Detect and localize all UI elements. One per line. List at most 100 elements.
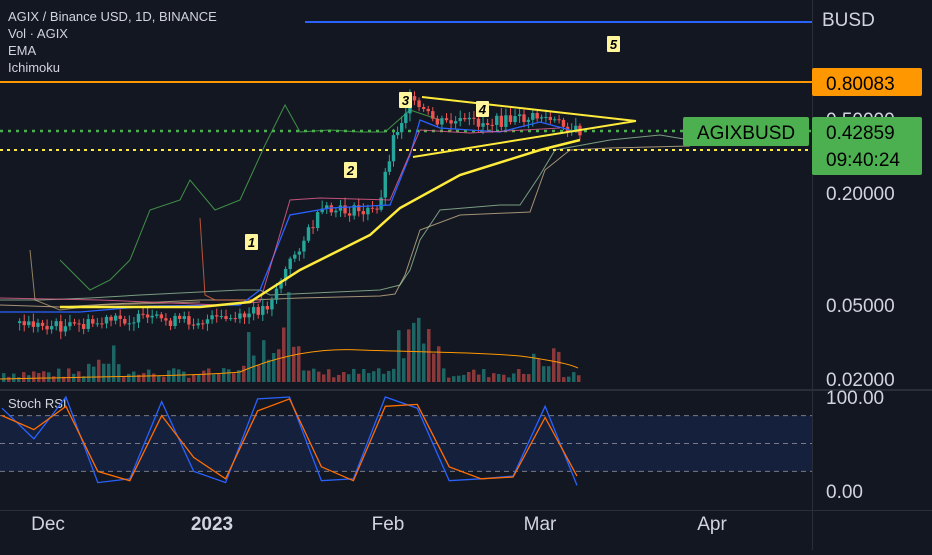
volume-bar bbox=[22, 372, 26, 382]
volume-bar bbox=[52, 376, 56, 382]
candle bbox=[391, 135, 396, 162]
volume-bar bbox=[162, 376, 166, 382]
volume-bar bbox=[137, 374, 141, 382]
volume-bar bbox=[452, 376, 456, 382]
volume-bar bbox=[392, 368, 396, 382]
symbol-label-box bbox=[683, 117, 809, 146]
candle bbox=[68, 322, 72, 327]
candle bbox=[113, 315, 118, 321]
candle bbox=[118, 315, 122, 319]
volume-bar bbox=[272, 353, 276, 382]
volume-bar bbox=[2, 373, 6, 382]
candle bbox=[320, 208, 324, 213]
candle bbox=[485, 123, 490, 125]
candle bbox=[557, 119, 561, 121]
volume-bar bbox=[207, 368, 211, 382]
volume-bar bbox=[342, 371, 346, 382]
candle bbox=[361, 211, 366, 215]
candle bbox=[63, 326, 68, 332]
volume-bar bbox=[332, 377, 336, 382]
candle bbox=[173, 315, 177, 327]
last-price-box bbox=[812, 117, 922, 175]
candle bbox=[463, 118, 467, 120]
candle bbox=[27, 321, 31, 326]
candle bbox=[387, 161, 392, 172]
candle bbox=[256, 307, 260, 315]
candle bbox=[444, 118, 449, 121]
indicator-ema[interactable]: EMA bbox=[8, 43, 37, 58]
volume-bar bbox=[502, 374, 506, 382]
candle bbox=[219, 316, 224, 318]
volume-bar bbox=[302, 370, 306, 382]
chart-title[interactable]: AGIX / Binance USD, 1D, BINANCE bbox=[8, 9, 217, 24]
candle bbox=[352, 205, 356, 216]
candle bbox=[72, 322, 77, 324]
wave-label-3: 3 bbox=[402, 93, 410, 108]
candle bbox=[375, 208, 379, 210]
volume-bar bbox=[527, 374, 531, 382]
stoch-rsi-d-line bbox=[1, 398, 578, 482]
candle bbox=[495, 115, 499, 125]
volume-bar bbox=[252, 355, 256, 382]
candle bbox=[91, 319, 95, 324]
wave-label-1: 1 bbox=[248, 235, 255, 250]
volume-bar bbox=[542, 366, 546, 382]
volume-bar bbox=[187, 377, 191, 382]
candle bbox=[293, 254, 297, 259]
candle bbox=[544, 116, 548, 118]
time-tick: Mar bbox=[524, 514, 557, 535]
indicator-volume[interactable]: Vol · AGIX bbox=[8, 26, 68, 41]
candle bbox=[141, 313, 145, 315]
volume-bar bbox=[567, 376, 571, 382]
ichimoku-lagging-span bbox=[59, 103, 441, 291]
volume-bar bbox=[472, 369, 476, 382]
candle bbox=[95, 323, 100, 325]
volume-bar bbox=[577, 375, 581, 382]
candle bbox=[431, 111, 435, 119]
volume-bar bbox=[112, 345, 116, 382]
volume-bar bbox=[292, 346, 296, 382]
volume-bar bbox=[97, 359, 101, 382]
volume-bar bbox=[12, 373, 16, 382]
wave-label-box bbox=[399, 92, 412, 108]
volume-bar bbox=[337, 374, 341, 382]
ichimoku-base-line bbox=[29, 249, 201, 311]
volume-bar bbox=[417, 317, 421, 382]
candle bbox=[77, 323, 81, 325]
candle bbox=[435, 118, 440, 125]
indicator-ichimoku[interactable]: Ichimoku bbox=[8, 60, 61, 75]
volume-bar bbox=[562, 377, 566, 382]
volume-bar bbox=[42, 371, 46, 382]
candle bbox=[86, 319, 90, 329]
candle bbox=[279, 280, 283, 289]
candle bbox=[400, 123, 404, 132]
candle bbox=[242, 313, 247, 318]
volume-bar bbox=[227, 369, 231, 382]
candle bbox=[224, 316, 228, 319]
time-tick: 2023 bbox=[191, 514, 233, 535]
candle bbox=[100, 323, 104, 325]
volume-bar bbox=[47, 372, 51, 382]
candle bbox=[22, 321, 26, 326]
candle bbox=[539, 117, 544, 119]
volume-bar bbox=[307, 370, 311, 382]
panel-separator bbox=[0, 389, 932, 391]
volume-bar bbox=[287, 292, 291, 382]
volume-bar bbox=[507, 377, 511, 382]
volume-bar bbox=[492, 373, 496, 382]
candle bbox=[490, 124, 494, 126]
price-tick: 0.20000 bbox=[826, 184, 895, 205]
ichimoku-span-a bbox=[0, 134, 691, 301]
candle bbox=[476, 118, 481, 127]
volume-bar bbox=[557, 351, 561, 382]
candle bbox=[412, 96, 417, 101]
volume-bar bbox=[152, 373, 156, 382]
last-price-label: 0.42859 bbox=[826, 123, 895, 144]
volume-bar bbox=[477, 374, 481, 382]
wave-label-box bbox=[607, 36, 620, 52]
volume-bar bbox=[167, 370, 171, 382]
volume-bar bbox=[312, 368, 316, 382]
volume-bar bbox=[157, 375, 161, 382]
